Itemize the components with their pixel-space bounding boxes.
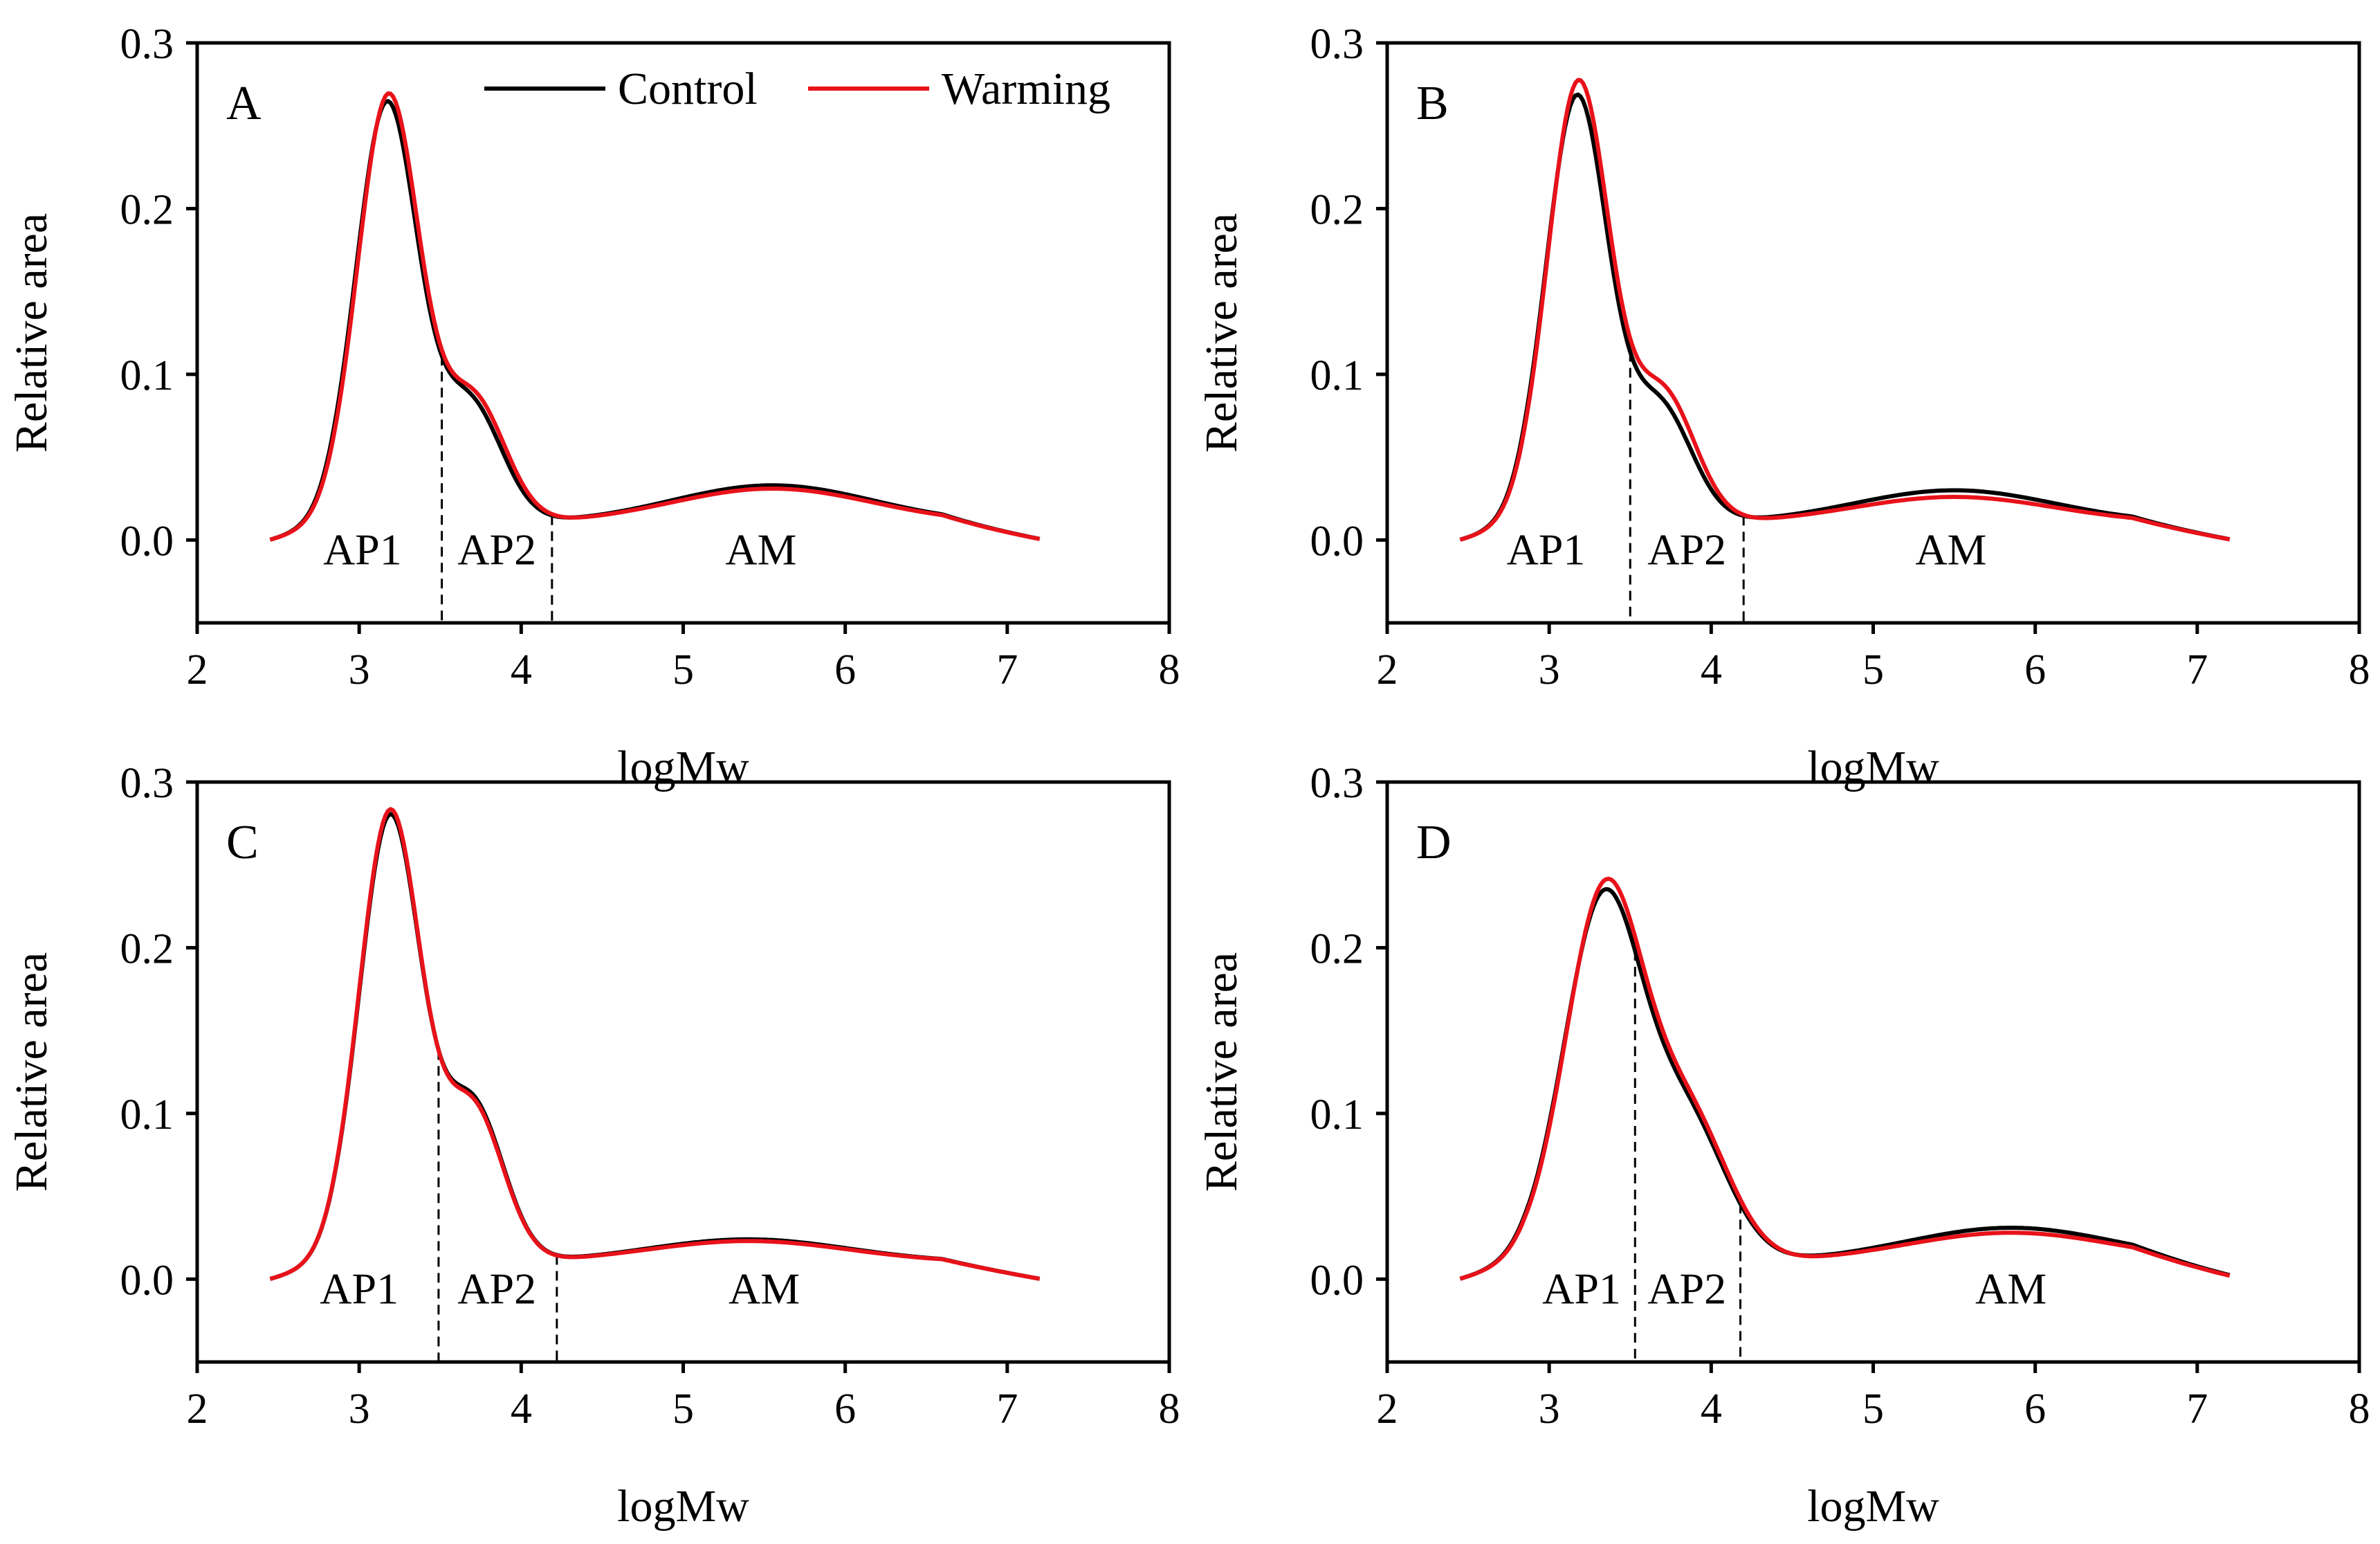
y-tick-label: 0.3 (120, 21, 174, 68)
y-tick-label: 0.0 (120, 518, 174, 565)
region-label-am: AM (1975, 1264, 2047, 1313)
y-axis-title: Relative area (6, 952, 57, 1192)
x-tick-label: 6 (834, 1386, 856, 1433)
x-tick-label: 7 (2186, 1386, 2208, 1433)
panel-d: 2 3 4 5 6 7 8 0.0 0.1 0.2 0.3 logMw Relative area D AP… (1196, 760, 2370, 1532)
x-tick-label: 7 (996, 646, 1018, 693)
region-label-ap2: AP2 (457, 525, 536, 574)
panel-label: B (1416, 77, 1449, 130)
x-tick-label: 3 (349, 1386, 370, 1433)
series-line-warming (1459, 78, 2231, 542)
series-line-control (1459, 887, 2231, 1281)
y-tick-label: 0.0 (120, 1257, 174, 1304)
panel-a: 2 3 4 5 6 7 8 0.0 0.1 0.2 0.3 logMw Relative area A AP… (6, 21, 1180, 792)
x-tick-label: 5 (1862, 646, 1884, 693)
legend-label-warming: Warming (942, 64, 1110, 114)
series-line-warming (269, 807, 1041, 1281)
x-tick-label: 6 (2024, 646, 2046, 693)
legend: Control Warming (484, 64, 1110, 114)
x-tick-label: 2 (1377, 646, 1398, 693)
region-label-ap1: AP1 (1542, 1264, 1621, 1313)
y-axis-title: Relative area (1196, 952, 1247, 1192)
x-tick-label: 4 (1701, 646, 1722, 693)
panel-label: D (1416, 816, 1452, 869)
region-label-ap1: AP1 (1507, 525, 1586, 574)
region-label-am: AM (1915, 525, 1986, 574)
panel-c: 2 3 4 5 6 7 8 0.0 0.1 0.2 0.3 logMw Relative area C AP… (6, 760, 1180, 1532)
x-axis-title: logMw (1807, 742, 1939, 792)
series-line-warming (269, 91, 1041, 542)
y-tick-label: 0.1 (120, 352, 174, 399)
x-axis-title: logMw (617, 742, 749, 792)
legend-label-control: Control (618, 64, 758, 114)
x-tick-label: 8 (2349, 1386, 2370, 1433)
x-tick-label: 8 (2349, 646, 2370, 693)
y-tick-label: 0.1 (120, 1091, 174, 1138)
panel-b: 2 3 4 5 6 7 8 0.0 0.1 0.2 0.3 logMw Relative area B AP… (1196, 21, 2370, 792)
y-axis-title: Relative area (6, 213, 57, 453)
panel-label: A (226, 77, 262, 130)
x-tick-label: 4 (511, 646, 532, 693)
region-label-am: AM (729, 1264, 800, 1313)
region-label-am: AM (725, 525, 796, 574)
x-tick-label: 7 (2186, 646, 2208, 693)
x-axis-title: logMw (617, 1481, 749, 1532)
region-label-ap1: AP1 (320, 1264, 399, 1313)
region-label-ap2: AP2 (1647, 1264, 1726, 1313)
x-tick-label: 6 (834, 646, 856, 693)
y-tick-label: 0.2 (1310, 925, 1364, 972)
x-tick-label: 2 (187, 1386, 208, 1433)
y-tick-label: 0.3 (120, 760, 174, 807)
y-tick-label: 0.2 (120, 186, 174, 233)
x-axis-title: logMw (1807, 1481, 1939, 1532)
x-tick-label: 5 (1862, 1386, 1884, 1433)
region-label-ap2: AP2 (457, 1264, 536, 1313)
region-label-ap1: AP1 (323, 525, 402, 574)
x-tick-label: 5 (672, 1386, 694, 1433)
y-axis-title: Relative area (1196, 213, 1247, 453)
y-tick-label: 0.3 (1310, 21, 1364, 68)
x-tick-label: 8 (1159, 646, 1180, 693)
x-tick-label: 8 (1159, 1386, 1180, 1433)
x-tick-label: 4 (511, 1386, 532, 1433)
y-tick-label: 0.1 (1310, 1091, 1364, 1138)
x-tick-label: 4 (1701, 1386, 1722, 1433)
x-tick-label: 3 (1539, 1386, 1560, 1433)
y-tick-label: 0.0 (1310, 518, 1364, 565)
series-line-control (1459, 92, 2231, 542)
x-tick-label: 2 (187, 646, 208, 693)
y-tick-label: 0.2 (120, 925, 174, 972)
y-tick-label: 0.1 (1310, 352, 1364, 399)
panel-label: C (226, 816, 259, 869)
series-line-warming (1459, 876, 2231, 1281)
series-line-control (269, 812, 1041, 1281)
series-line-control (269, 99, 1041, 542)
y-tick-label: 0.2 (1310, 186, 1364, 233)
x-tick-label: 5 (672, 646, 694, 693)
region-label-ap2: AP2 (1647, 525, 1726, 574)
plot-frame (1385, 780, 2361, 1364)
y-tick-label: 0.0 (1310, 1257, 1364, 1304)
y-tick-label: 0.3 (1310, 760, 1364, 807)
x-tick-label: 2 (1377, 1386, 1398, 1433)
x-tick-label: 6 (2024, 1386, 2046, 1433)
x-tick-label: 3 (1539, 646, 1560, 693)
x-tick-label: 7 (996, 1386, 1018, 1433)
x-tick-label: 3 (349, 646, 370, 693)
